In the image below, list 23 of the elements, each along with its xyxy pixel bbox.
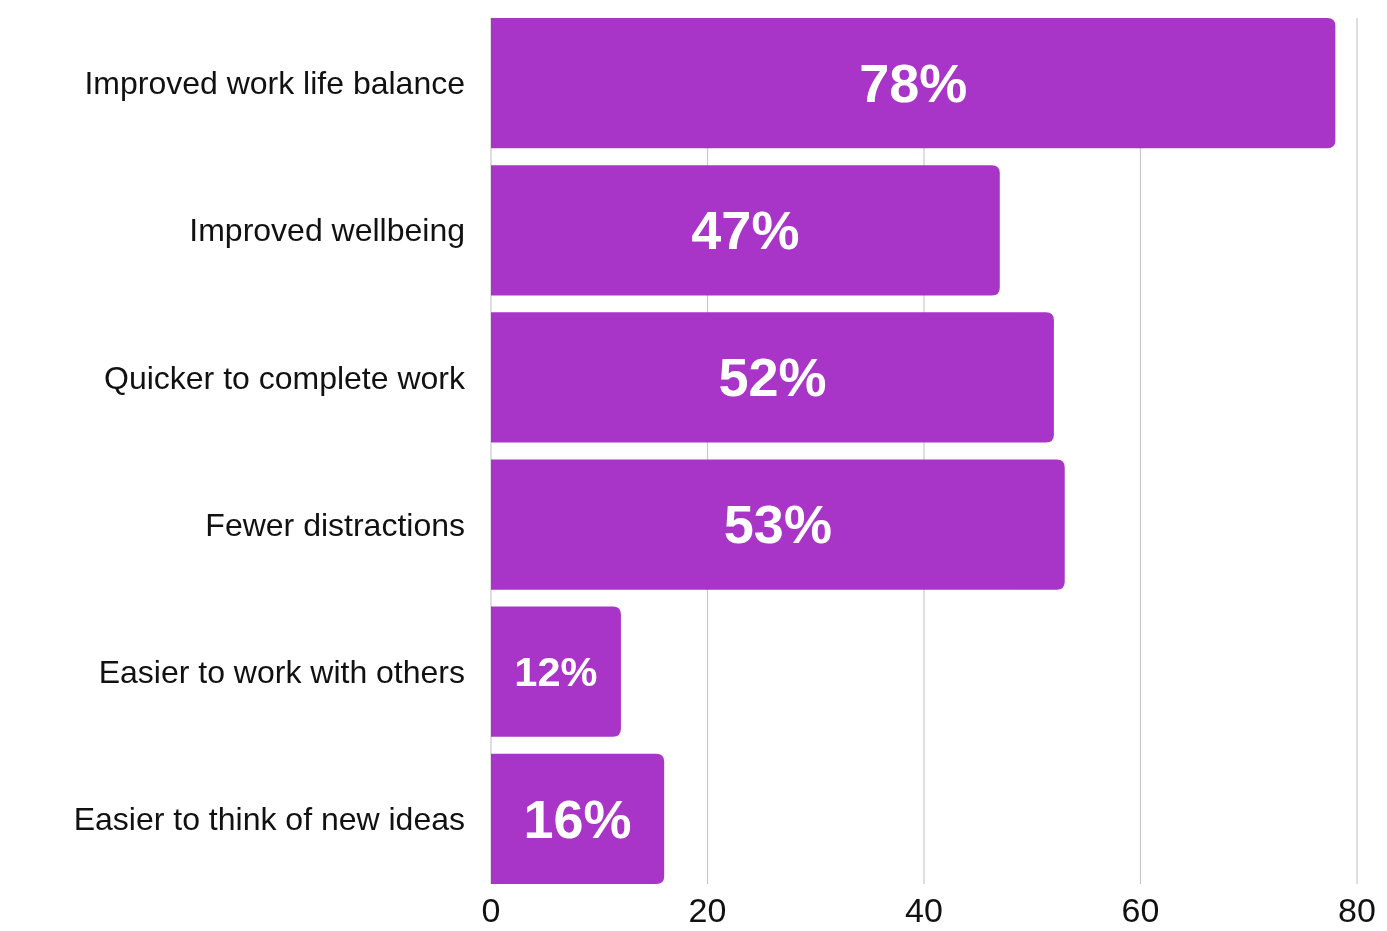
data-label: 78%	[859, 53, 968, 114]
y-tick-label: Fewer distractions	[205, 506, 465, 543]
x-tick-label: 60	[1121, 891, 1160, 929]
y-tick-label: Improved work life balance	[84, 65, 465, 102]
x-tick-label: 80	[1338, 891, 1376, 929]
bar	[491, 753, 665, 884]
data-label: 16%	[523, 788, 632, 849]
bar	[491, 459, 1065, 590]
data-label: 12%	[514, 648, 598, 696]
data-label: 47%	[691, 200, 800, 261]
data-label: 53%	[723, 494, 832, 555]
bar	[491, 312, 1054, 443]
x-tick-label: 20	[688, 891, 727, 929]
y-tick-label: Easier to think of new ideas	[73, 801, 465, 838]
bar	[491, 165, 1000, 296]
x-tick-label: 0	[481, 891, 501, 929]
y-tick-label: Quicker to complete work	[103, 359, 466, 396]
bar	[491, 18, 1336, 149]
bar	[491, 606, 621, 737]
x-tick-label: 40	[905, 891, 943, 929]
y-tick-label: Easier to work with others	[98, 653, 465, 690]
data-label: 52%	[718, 347, 827, 408]
y-tick-label: Improved wellbeing	[189, 212, 465, 249]
